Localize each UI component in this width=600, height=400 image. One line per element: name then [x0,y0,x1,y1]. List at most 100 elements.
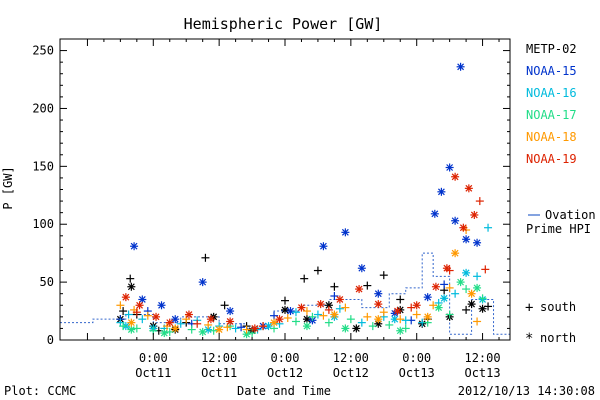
marker-stroke [226,318,234,325]
marker-stroke [437,188,445,196]
south-marker-noaa-17 [165,327,174,336]
north-marker-noaa-15 [341,228,350,237]
marker-stroke [171,315,179,323]
marker-stroke [270,319,278,327]
north-marker-metp-02 [127,282,136,291]
north-marker-noaa-17 [396,326,405,335]
north-marker-noaa-17 [127,325,136,334]
marker-stroke [276,315,283,323]
north-marker-noaa-15 [157,301,166,310]
marker-stroke [457,63,465,71]
north-marker-noaa-17 [160,329,169,338]
marker-stroke [391,315,399,323]
north-marker-noaa-18 [330,310,339,319]
marker-stroke [459,224,467,232]
x-tick-time-label: 12:00 [333,351,369,365]
south-marker-metp-02 [201,253,210,262]
chart-title: Hemispheric Power [GW] [184,15,383,33]
x-tick-date-label: Oct13 [464,366,500,380]
x-tick-time-label: 0:00 [139,351,168,365]
north-marker-noaa-15 [226,307,235,316]
north-marker-noaa-19 [355,285,364,294]
south-marker-noaa-17 [308,312,317,321]
south-marker-noaa-18 [363,312,372,321]
y-axis: 0 50 100 150 200 250 [32,44,510,347]
marker-stroke [355,285,363,293]
south-marker-label: south [540,300,576,314]
south-marker-metp-02 [126,274,135,283]
marker-stroke [325,301,333,309]
north-marker-metp-02 [467,300,476,309]
north-marker-noaa-15 [423,293,432,302]
north-marker-noaa-17 [341,324,350,333]
marker-stroke [465,184,473,192]
south-marker-metp-02 [119,307,128,316]
south-marker-noaa-19 [407,303,416,312]
north-marker-symbol: * [525,331,533,347]
marker-stroke [424,313,432,321]
marker-stroke [451,249,459,257]
south-marker-noaa-16 [484,223,493,232]
marker-stroke [226,307,234,315]
north-marker-noaa-15 [451,216,460,225]
south-marker-noaa-18 [341,303,350,312]
south-marker-noaa-19 [132,308,141,317]
north-marker-noaa-15 [462,235,471,244]
south-marker-noaa-18 [396,315,405,324]
marker-stroke [127,283,135,291]
y-axis-label: P [GW] [1,166,15,209]
y-tick-label: 200 [32,101,54,115]
south-marker-metp-02 [330,282,339,291]
marker-stroke [341,324,349,332]
north-marker-noaa-18 [374,315,383,324]
marker-stroke [317,300,325,308]
south-marker-symbol: + [525,300,533,316]
north-marker-noaa-15 [473,238,482,247]
south-marker-noaa-15 [330,292,339,301]
south-marker-noaa-17 [462,285,471,294]
x-axis: 0:00Oct1112:00Oct110:00Oct1212:00Oct120:… [86,39,501,380]
north-marker-noaa-19 [393,307,402,316]
north-marker-metp-02 [302,315,311,324]
x-tick-date-label: Oct12 [333,366,369,380]
south-marker-noaa-18 [116,301,125,310]
marker-stroke [199,328,207,336]
north-marker-noaa-19 [297,303,306,312]
north-marker-noaa-15 [286,307,295,316]
south-marker-noaa-16 [451,289,460,298]
south-marker-metp-02 [363,281,372,290]
marker-stroke [341,228,349,236]
north-marker-noaa-19 [135,301,144,310]
north-marker-noaa-19 [451,172,460,181]
north-marker-noaa-15 [171,315,180,324]
north-marker-noaa-18 [423,312,432,321]
north-marker-noaa-15 [138,295,147,304]
south-marker-metp-02 [313,266,322,275]
north-marker-noaa-18 [270,318,279,327]
south-marker-noaa-17 [291,317,300,326]
y-tick-label: 250 [32,44,54,58]
south-marker-metp-02 [300,274,309,283]
x-tick-date-label: Oct13 [399,366,435,380]
south-marker-noaa-17 [209,326,218,335]
north-marker-noaa-15 [374,289,383,298]
south-marker-noaa-16 [313,310,322,319]
marker-stroke [462,269,470,277]
marker-stroke [152,313,160,321]
south-marker-noaa-15 [440,280,449,289]
north-marker-noaa-17 [198,327,207,336]
north-marker-noaa-15 [445,163,454,172]
south-marker-noaa-17 [445,310,454,319]
marker-stroke [462,235,470,243]
marker-stroke [358,264,366,272]
north-marker-noaa-19 [470,210,479,219]
marker-stroke [251,324,259,332]
north-marker-noaa-19 [121,293,130,302]
south-marker-noaa-18 [319,311,328,320]
south-marker-noaa-17 [132,324,141,333]
north-marker-noaa-19 [431,282,440,291]
south-marker-noaa-18 [445,283,454,292]
south-marker-noaa-18 [379,308,388,317]
